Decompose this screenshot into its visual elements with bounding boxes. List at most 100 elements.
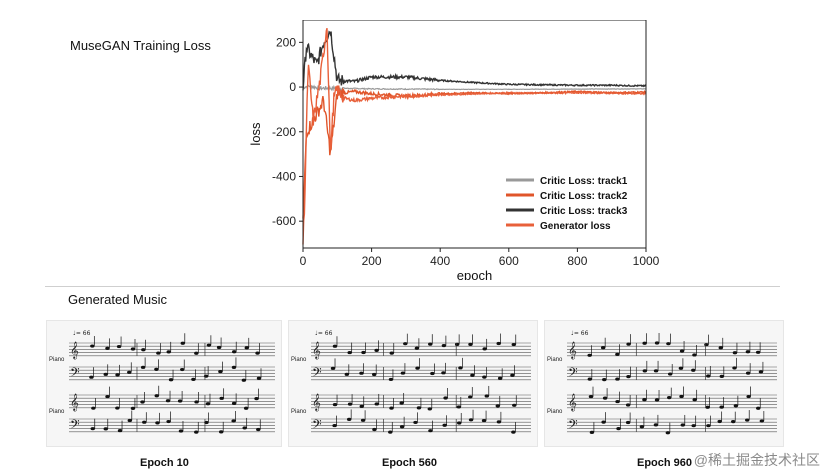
note-head [359, 371, 364, 375]
note-head [680, 423, 686, 427]
instrument-label: Piano [291, 409, 307, 415]
note-head [389, 351, 394, 355]
note-head [691, 424, 696, 428]
note-head [399, 401, 404, 405]
note-head [90, 427, 95, 431]
axes-layer: 0 200 400 600 800 1000 200 0 -200 -400 -600 epoch lo… [248, 20, 660, 280]
note-head [332, 423, 337, 428]
tempo-mark: ♩= 66 [315, 330, 333, 337]
note-head [456, 405, 462, 409]
note-head [115, 373, 120, 377]
note-head [691, 368, 696, 372]
note-head [602, 396, 608, 400]
note-head [443, 396, 448, 400]
note-head [667, 372, 673, 376]
treble-clef-icon: 𝄞 [312, 393, 321, 411]
note-head [428, 429, 433, 433]
note-head [706, 424, 711, 428]
note-head [218, 370, 223, 374]
note-head [115, 406, 120, 410]
note-head [497, 376, 503, 380]
note-head [191, 377, 196, 381]
note-head [468, 395, 473, 399]
note-head [667, 396, 672, 400]
loss-chart: 0 200 400 600 800 1000 200 0 -200 -400 -600 epoch lo… [248, 20, 660, 280]
note-head [600, 346, 606, 350]
note-head [90, 344, 95, 348]
music-section-title: Generated Music [68, 292, 167, 307]
note-head [156, 351, 161, 355]
note-head [454, 342, 460, 346]
note-head [242, 426, 247, 430]
instrument-label: Piano [547, 357, 563, 363]
note-head [653, 369, 659, 373]
note-head [243, 406, 249, 410]
note-head [219, 396, 224, 400]
note-head [155, 421, 160, 425]
note-head [511, 342, 516, 347]
note-head [745, 418, 750, 422]
note-head [154, 394, 159, 398]
note-head [388, 430, 393, 434]
note-head [428, 342, 433, 346]
note-head [388, 377, 394, 382]
note-head [166, 350, 171, 354]
y-tick-label: -400 [272, 169, 296, 183]
note-head [512, 403, 517, 407]
note-head [103, 372, 108, 376]
note-head [346, 417, 352, 422]
score-drawing: ♩= 66 𝄞 𝄢 𝄞 𝄢 Piano Piano [291, 330, 531, 435]
note-head [140, 365, 146, 369]
note-head [625, 403, 631, 407]
note-head [642, 398, 647, 402]
bass-clef-icon: 𝄢 [70, 417, 80, 435]
note-head [692, 398, 697, 402]
note-head [679, 349, 685, 353]
note-head [141, 348, 146, 352]
note-head [482, 375, 487, 379]
note-head [347, 402, 353, 406]
note-head [414, 346, 420, 350]
note-head [218, 430, 224, 434]
note-head [495, 404, 500, 408]
note-head [654, 398, 660, 402]
treble-clef-icon: 𝄞 [70, 393, 79, 411]
legend-label-2: Critic Loss: track2 [540, 191, 628, 202]
note-head [745, 371, 751, 375]
note-head [231, 365, 237, 369]
x-tick-label: 600 [499, 254, 519, 268]
note-head [194, 351, 199, 355]
note-head [705, 405, 710, 409]
note-head [616, 427, 621, 431]
note-head [399, 425, 405, 429]
score-drawing: ♩= 66 𝄞 𝄢 𝄞 𝄢 Piano Piano [547, 330, 777, 435]
section-divider [45, 286, 780, 287]
note-head [361, 350, 366, 355]
note-head [344, 372, 350, 376]
note-head [719, 374, 725, 378]
note-head [458, 366, 463, 370]
treble-clef-icon: 𝄞 [568, 393, 577, 411]
note-head [481, 418, 487, 423]
note-head [653, 423, 659, 427]
plot-frame [302, 20, 647, 249]
note-head [745, 350, 751, 354]
note-head [665, 431, 671, 435]
note-head [654, 341, 660, 345]
x-tick-label: 400 [430, 254, 450, 268]
note-head [254, 397, 259, 401]
tempo-mark: ♩= 66 [73, 330, 91, 337]
note-head [589, 430, 595, 435]
note-head [679, 394, 684, 399]
note-head [330, 366, 336, 370]
note-head [484, 394, 489, 398]
note-head [496, 341, 501, 346]
note-head [360, 418, 366, 422]
note-head [168, 378, 174, 382]
instrument-label: Piano [291, 357, 307, 363]
note-head [374, 348, 379, 352]
caption-epoch-10: Epoch 10 [140, 457, 189, 469]
note-head [615, 399, 620, 404]
y-axis-label: loss [248, 122, 263, 146]
note-head [255, 351, 260, 355]
